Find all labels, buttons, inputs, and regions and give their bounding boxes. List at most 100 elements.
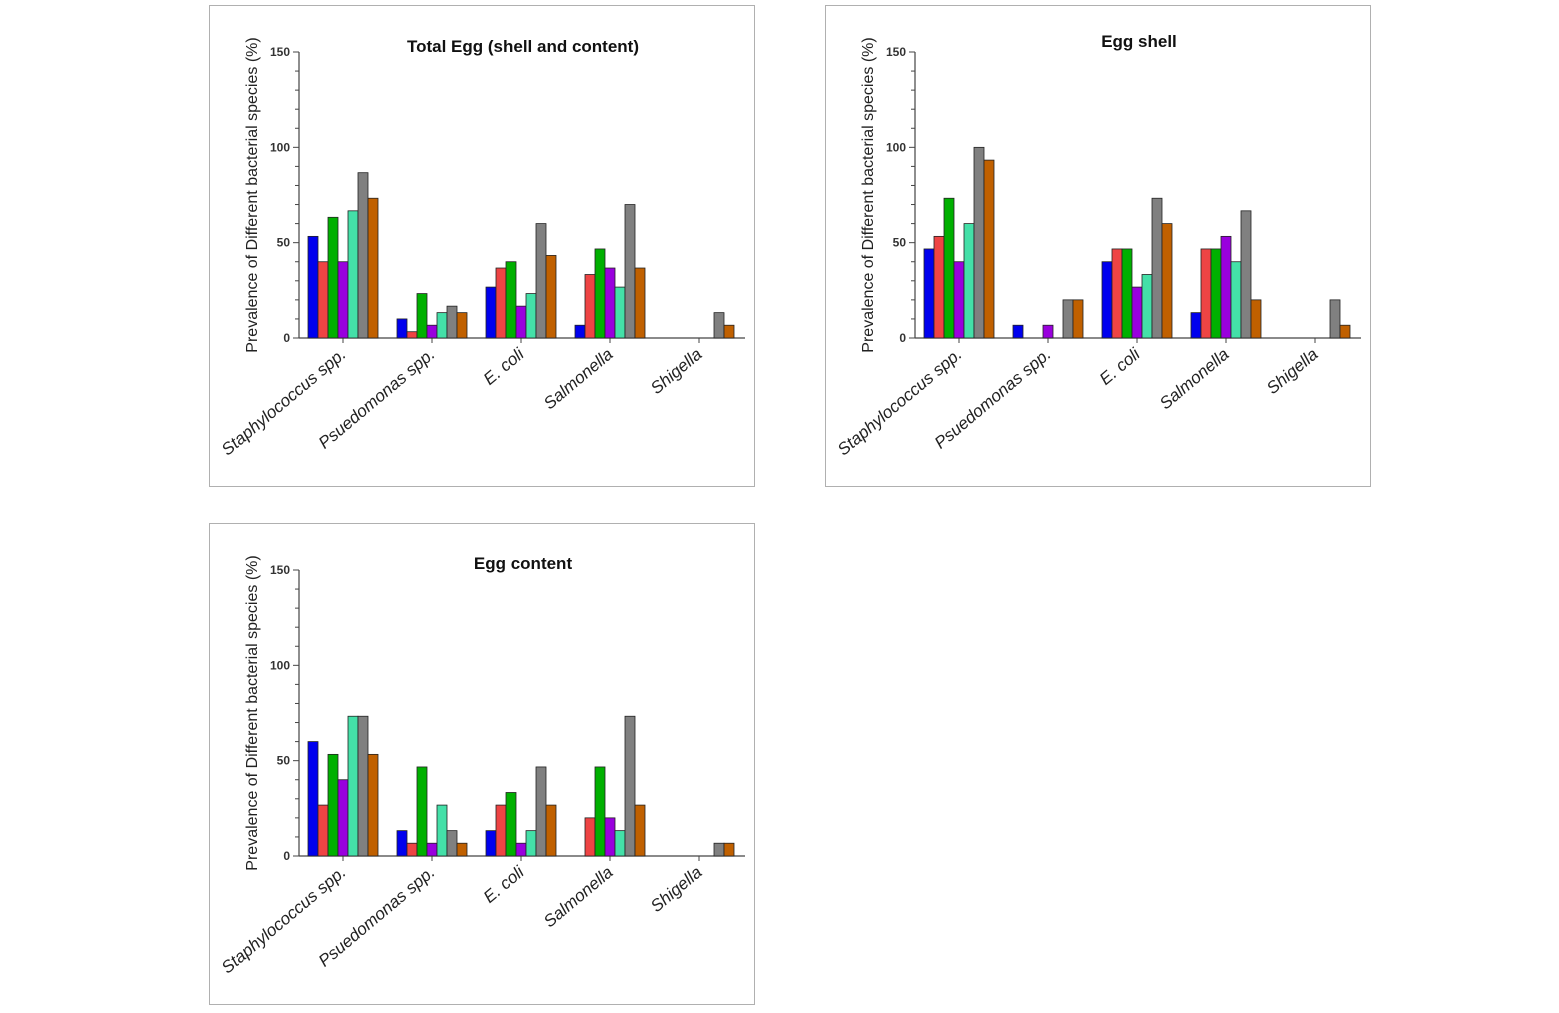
bar-salmonella-series-2 bbox=[1200, 248, 1212, 339]
bar-shigella-series-7 bbox=[723, 324, 735, 339]
chart-egg-content: Egg content Prevalence of Different bacte… bbox=[209, 523, 755, 1005]
bar-psuedomonas-spp--series-5 bbox=[436, 312, 448, 339]
y-tick-label: 50 bbox=[893, 236, 907, 250]
bar-staphylococcus-spp--series-5 bbox=[347, 715, 359, 857]
bar-e-coli-series-4 bbox=[515, 842, 527, 857]
y-axis-label: Prevalence of Different bacterial specie… bbox=[244, 37, 261, 352]
chart-svg: Egg shell Prevalence of Different bacteri… bbox=[834, 32, 1361, 459]
bar-staphylococcus-spp--series-5 bbox=[347, 210, 359, 339]
bar-staphylococcus-spp--series-2 bbox=[933, 235, 945, 339]
bar-staphylococcus-spp--series-3 bbox=[327, 753, 339, 857]
bar-staphylococcus-spp--series-6 bbox=[357, 715, 369, 857]
bar-staphylococcus-spp--series-6 bbox=[973, 146, 985, 339]
bar-e-coli-series-6 bbox=[535, 766, 547, 857]
bar-salmonella-series-5 bbox=[1230, 261, 1242, 339]
bar-psuedomonas-spp--series-1 bbox=[396, 318, 408, 339]
bar-e-coli-series-3 bbox=[1121, 248, 1133, 339]
chart-total-egg: Total Egg (shell and content) Prevalence … bbox=[209, 5, 755, 487]
bar-shigella-series-6 bbox=[713, 842, 725, 857]
chart-title: Total Egg (shell and content) bbox=[407, 37, 639, 56]
bar-e-coli-series-7 bbox=[1161, 223, 1173, 339]
chart-egg-shell: Egg shell Prevalence of Different bacteri… bbox=[825, 5, 1371, 487]
bar-e-coli-series-7 bbox=[545, 804, 557, 857]
bar-e-coli-series-5 bbox=[525, 830, 537, 857]
bar-salmonella-series-5 bbox=[614, 830, 626, 857]
bar-staphylococcus-spp--series-5 bbox=[963, 223, 975, 339]
bar-staphylococcus-spp--series-3 bbox=[327, 216, 339, 339]
y-tick-label: 0 bbox=[283, 331, 290, 345]
bar-e-coli-series-2 bbox=[495, 267, 507, 339]
bar-psuedomonas-spp--series-3 bbox=[416, 293, 428, 339]
bar-e-coli-series-3 bbox=[505, 261, 517, 339]
bar-salmonella-series-3 bbox=[1210, 248, 1222, 339]
x-tick-label: E. coli bbox=[480, 344, 529, 389]
y-tick-label: 0 bbox=[899, 331, 906, 345]
y-tick-label: 50 bbox=[277, 754, 291, 768]
bar-staphylococcus-spp--series-3 bbox=[943, 197, 955, 339]
bar-psuedomonas-spp--series-2 bbox=[406, 331, 418, 339]
y-tick-label: 100 bbox=[270, 658, 290, 672]
bar-salmonella-series-3 bbox=[594, 766, 606, 857]
y-tick-label: 150 bbox=[886, 45, 906, 59]
bar-e-coli-series-1 bbox=[1101, 261, 1113, 339]
bar-e-coli-series-6 bbox=[1151, 197, 1163, 339]
bar-psuedomonas-spp--series-4 bbox=[426, 324, 438, 339]
bar-salmonella-series-7 bbox=[1250, 299, 1262, 339]
bar-shigella-series-7 bbox=[1339, 324, 1351, 339]
bar-salmonella-series-1 bbox=[1190, 312, 1202, 339]
y-axis-label: Prevalence of Different bacterial specie… bbox=[860, 37, 877, 352]
bar-staphylococcus-spp--series-4 bbox=[337, 779, 349, 857]
bar-e-coli-series-6 bbox=[535, 223, 547, 339]
bar-e-coli-series-4 bbox=[515, 305, 527, 339]
bar-psuedomonas-spp--series-1 bbox=[1012, 324, 1024, 339]
bar-salmonella-series-7 bbox=[634, 804, 646, 857]
y-tick-label: 150 bbox=[270, 45, 290, 59]
bar-psuedomonas-spp--series-6 bbox=[1062, 299, 1074, 339]
x-tick-label: E. coli bbox=[480, 862, 529, 907]
bar-staphylococcus-spp--series-6 bbox=[357, 172, 369, 339]
bar-salmonella-series-4 bbox=[604, 817, 616, 857]
bar-staphylococcus-spp--series-2 bbox=[317, 261, 329, 339]
bar-staphylococcus-spp--series-4 bbox=[337, 261, 349, 339]
x-tick-label: Salmonella bbox=[1156, 345, 1233, 414]
bar-psuedomonas-spp--series-3 bbox=[416, 766, 428, 857]
chart-svg: Total Egg (shell and content) Prevalence … bbox=[218, 37, 745, 459]
bar-staphylococcus-spp--series-7 bbox=[367, 753, 379, 857]
bar-salmonella-series-6 bbox=[1240, 210, 1252, 339]
bar-staphylococcus-spp--series-2 bbox=[317, 804, 329, 857]
bar-psuedomonas-spp--series-7 bbox=[456, 312, 468, 339]
bar-salmonella-series-4 bbox=[1220, 235, 1232, 339]
bar-e-coli-series-1 bbox=[485, 830, 497, 857]
bar-salmonella-series-6 bbox=[624, 715, 636, 857]
bar-salmonella-series-4 bbox=[604, 267, 616, 339]
bar-psuedomonas-spp--series-7 bbox=[1072, 299, 1084, 339]
chart-title: Egg content bbox=[474, 554, 573, 573]
bar-e-coli-series-5 bbox=[525, 293, 537, 339]
bar-staphylococcus-spp--series-7 bbox=[367, 197, 379, 339]
bar-staphylococcus-spp--series-1 bbox=[307, 741, 319, 857]
bar-staphylococcus-spp--series-4 bbox=[953, 261, 965, 339]
chart-title: Egg shell bbox=[1101, 32, 1177, 51]
bar-e-coli-series-3 bbox=[505, 792, 517, 857]
x-tick-label: Shigella bbox=[1263, 345, 1322, 398]
bar-staphylococcus-spp--series-1 bbox=[307, 235, 319, 339]
y-tick-label: 100 bbox=[886, 140, 906, 154]
bar-psuedomonas-spp--series-6 bbox=[446, 305, 458, 339]
bar-salmonella-series-7 bbox=[634, 267, 646, 339]
bar-psuedomonas-spp--series-2 bbox=[406, 842, 418, 857]
x-tick-label: Shigella bbox=[647, 345, 706, 398]
bar-salmonella-series-6 bbox=[624, 204, 636, 339]
x-tick-label: E. coli bbox=[1096, 344, 1145, 389]
y-tick-label: 50 bbox=[277, 236, 291, 250]
y-tick-label: 100 bbox=[270, 140, 290, 154]
chart-svg: Egg content Prevalence of Different bacte… bbox=[218, 554, 745, 977]
bar-psuedomonas-spp--series-5 bbox=[436, 804, 448, 857]
bar-e-coli-series-2 bbox=[1111, 248, 1123, 339]
bar-psuedomonas-spp--series-4 bbox=[426, 842, 438, 857]
x-tick-label: Shigella bbox=[647, 863, 706, 916]
bar-e-coli-series-5 bbox=[1141, 274, 1153, 339]
x-tick-label: Salmonella bbox=[540, 863, 617, 932]
bar-staphylococcus-spp--series-1 bbox=[923, 248, 935, 339]
bar-psuedomonas-spp--series-1 bbox=[396, 830, 408, 857]
bar-e-coli-series-4 bbox=[1131, 286, 1143, 339]
